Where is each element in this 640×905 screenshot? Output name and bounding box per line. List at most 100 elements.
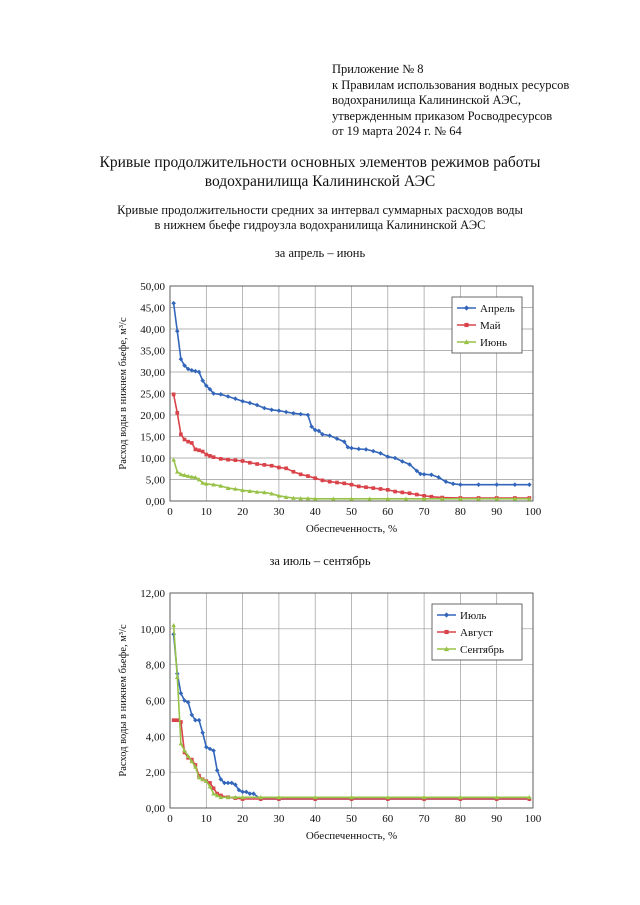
data-point — [371, 486, 376, 490]
data-point — [309, 424, 314, 429]
data-point — [403, 496, 409, 501]
data-point — [178, 691, 184, 696]
data-point — [284, 466, 288, 471]
series-3 — [171, 622, 532, 800]
y-tick-label: 35,00 — [140, 346, 165, 358]
data-point — [171, 718, 176, 723]
chart-1-title: за апрель – июнь — [274, 246, 366, 260]
data-point — [312, 496, 318, 501]
appendix-line-5: от 19 марта 2024 г. № 64 — [332, 124, 462, 138]
data-point — [527, 794, 532, 800]
data-point — [400, 490, 405, 495]
data-point — [233, 486, 238, 491]
legend: Апрель Май Июнь — [451, 296, 523, 354]
data-point — [204, 452, 209, 457]
data-point — [298, 496, 303, 501]
legend-item: Июнь — [457, 337, 507, 349]
appendix-line-2: к Правилам использования водных ресурсов — [332, 77, 570, 92]
data-point — [193, 475, 198, 480]
data-point — [494, 496, 499, 501]
x-tick-label: 30 — [273, 813, 285, 825]
x-tick-label: 20 — [237, 813, 249, 825]
data-point — [182, 472, 187, 478]
data-point — [208, 781, 212, 785]
data-point — [174, 328, 180, 334]
data-point — [443, 612, 450, 618]
data-point — [283, 409, 289, 415]
x-tick-label: 40 — [310, 813, 322, 825]
appendix-line-4: утвержденным приказом Росводресурсов — [332, 108, 553, 123]
x-axis-label: Обеспеченность, % — [306, 523, 397, 535]
data-point — [251, 791, 256, 796]
y-axis-label: Расход воды в нижнем бьефе, м³/с — [118, 317, 129, 470]
data-point — [196, 369, 202, 375]
data-point — [248, 460, 252, 465]
data-point — [269, 407, 274, 413]
x-tick-label: 100 — [525, 813, 542, 825]
data-point — [458, 496, 463, 501]
data-point — [182, 437, 187, 442]
data-point — [305, 496, 311, 501]
data-point — [342, 481, 347, 486]
legend-label: Август — [460, 627, 493, 639]
x-tick-label: 80 — [455, 506, 467, 518]
data-point — [171, 457, 176, 462]
plot-frame — [169, 285, 534, 502]
data-point — [291, 410, 296, 416]
document-subtitle-line-1: Кривые продолжительности средних за инте… — [117, 203, 523, 217]
data-point — [407, 462, 412, 467]
data-point — [378, 487, 383, 491]
y-tick-label: 10,00 — [140, 624, 165, 636]
x-tick-label: 10 — [201, 813, 213, 825]
data-point — [186, 439, 190, 444]
data-point — [204, 481, 209, 486]
data-point — [305, 412, 311, 418]
legend-item: Август — [437, 627, 493, 639]
data-point — [269, 491, 274, 496]
data-point — [312, 794, 318, 800]
data-point — [367, 496, 372, 501]
data-point — [527, 482, 532, 487]
appendix-line-1: Приложение № 8 — [332, 62, 424, 76]
data-point — [334, 436, 340, 441]
data-point — [207, 784, 213, 789]
data-point — [464, 322, 469, 328]
y-tick-label: 10,00 — [140, 453, 165, 465]
data-point — [218, 483, 224, 488]
data-point — [247, 791, 253, 796]
legend-label: Сентябрь — [460, 644, 504, 656]
data-point — [211, 786, 216, 791]
data-point — [415, 492, 419, 497]
data-point — [174, 674, 180, 680]
data-point — [171, 622, 176, 628]
data-point — [331, 496, 336, 501]
y-tick-label: 0,00 — [146, 803, 166, 815]
y-axis-label: Расход воды в нижнем бьефе, м³/с — [118, 624, 129, 777]
data-point — [189, 759, 195, 764]
x-tick-label: 60 — [382, 506, 394, 518]
data-point — [179, 432, 183, 437]
data-point — [211, 455, 216, 459]
legend-label: Июль — [460, 610, 486, 622]
data-point — [429, 472, 434, 478]
data-point — [512, 482, 518, 487]
data-point — [171, 300, 176, 306]
legend: Июль Август Сентябрь — [431, 603, 523, 661]
data-point — [175, 411, 180, 415]
document-subtitle: Кривые продолжительности средних за инте… — [0, 203, 640, 233]
data-point — [233, 396, 238, 401]
x-tick-label: 50 — [346, 506, 358, 518]
y-tick-label: 45,00 — [140, 303, 165, 315]
data-point — [463, 339, 470, 345]
plot-frame — [169, 592, 534, 809]
chart-2-title: за июль – сентябрь — [269, 554, 371, 568]
data-point — [276, 794, 282, 800]
legend-item: Май — [457, 320, 501, 332]
data-point — [276, 408, 282, 413]
y-tick-label: 50,00 — [140, 281, 165, 293]
y-tick-label: 8,00 — [146, 660, 166, 672]
data-point — [229, 780, 235, 786]
data-point — [349, 445, 354, 451]
data-point — [240, 459, 245, 463]
data-point — [218, 457, 223, 461]
